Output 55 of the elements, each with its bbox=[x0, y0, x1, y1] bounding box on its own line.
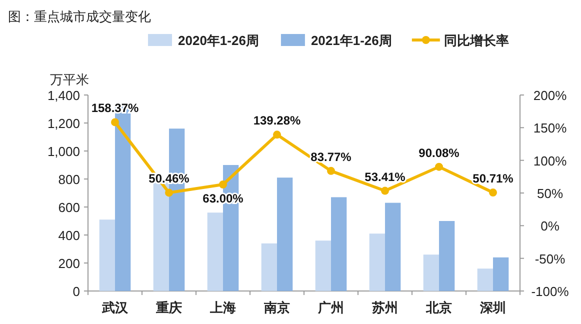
bar bbox=[277, 178, 293, 291]
point bbox=[273, 130, 281, 139]
point bbox=[219, 180, 227, 189]
x-tick-label: 南京 bbox=[263, 300, 290, 315]
data-label: 139.28% bbox=[253, 114, 302, 128]
x-tick-label: 苏州 bbox=[371, 300, 398, 315]
bar bbox=[385, 202, 401, 291]
point bbox=[489, 188, 497, 197]
x-tick-label: 武汉 bbox=[101, 300, 129, 315]
y-tick-label: 400 bbox=[58, 228, 80, 243]
y-axis-title: 万平米 bbox=[50, 72, 89, 87]
data-label: 90.08% bbox=[418, 146, 460, 160]
bar bbox=[477, 268, 493, 291]
legend-label: 2021年1-26周 bbox=[310, 33, 392, 48]
bar bbox=[423, 254, 439, 291]
bar bbox=[315, 240, 331, 291]
y-tick-label: 600 bbox=[58, 200, 80, 215]
data-label: 83.77% bbox=[310, 150, 352, 164]
y-tick-label: 0 bbox=[72, 284, 80, 299]
y2-tick-label: 50% bbox=[536, 186, 564, 201]
x-tick-label: 上海 bbox=[209, 300, 236, 315]
point bbox=[327, 166, 335, 175]
point bbox=[435, 162, 443, 171]
chart-title: 图：重点城市成交量变化 bbox=[8, 9, 151, 24]
y2-tick-label: 200% bbox=[533, 88, 568, 103]
bar bbox=[99, 220, 115, 291]
y2-tick-label: -100% bbox=[531, 284, 570, 299]
x-tick-label: 重庆 bbox=[155, 300, 182, 315]
data-label: 50.71% bbox=[472, 172, 514, 186]
legend-label: 2020年1-26周 bbox=[178, 33, 259, 48]
x-tick-label: 深圳 bbox=[479, 300, 506, 315]
y-tick-label: 200 bbox=[58, 256, 80, 271]
y2-tick-label: 150% bbox=[533, 120, 568, 136]
y2-tick-label: -50% bbox=[534, 251, 566, 266]
bar bbox=[261, 243, 277, 291]
y-tick-label: 800 bbox=[58, 172, 80, 187]
point bbox=[165, 188, 173, 197]
bar bbox=[207, 212, 223, 291]
data-label: 53.41% bbox=[364, 170, 406, 184]
bar bbox=[493, 257, 509, 291]
bar bbox=[331, 197, 347, 291]
y-tick-label: 1,000 bbox=[47, 144, 80, 159]
y-tick-label: 1,400 bbox=[47, 88, 80, 103]
data-label: 63.00% bbox=[202, 192, 244, 206]
x-tick-label: 北京 bbox=[425, 300, 452, 315]
x-tick-label: 广州 bbox=[317, 300, 344, 315]
y-tick-label: 1,200 bbox=[47, 116, 80, 131]
bar bbox=[369, 234, 385, 291]
legend-label: 同比增长率 bbox=[444, 33, 509, 48]
data-label: 158.37% bbox=[91, 101, 140, 116]
point bbox=[381, 186, 389, 195]
y2-tick-label: 0% bbox=[540, 218, 560, 234]
bar bbox=[439, 221, 455, 291]
point bbox=[111, 118, 119, 126]
y2-tick-label: 100% bbox=[533, 153, 568, 168]
